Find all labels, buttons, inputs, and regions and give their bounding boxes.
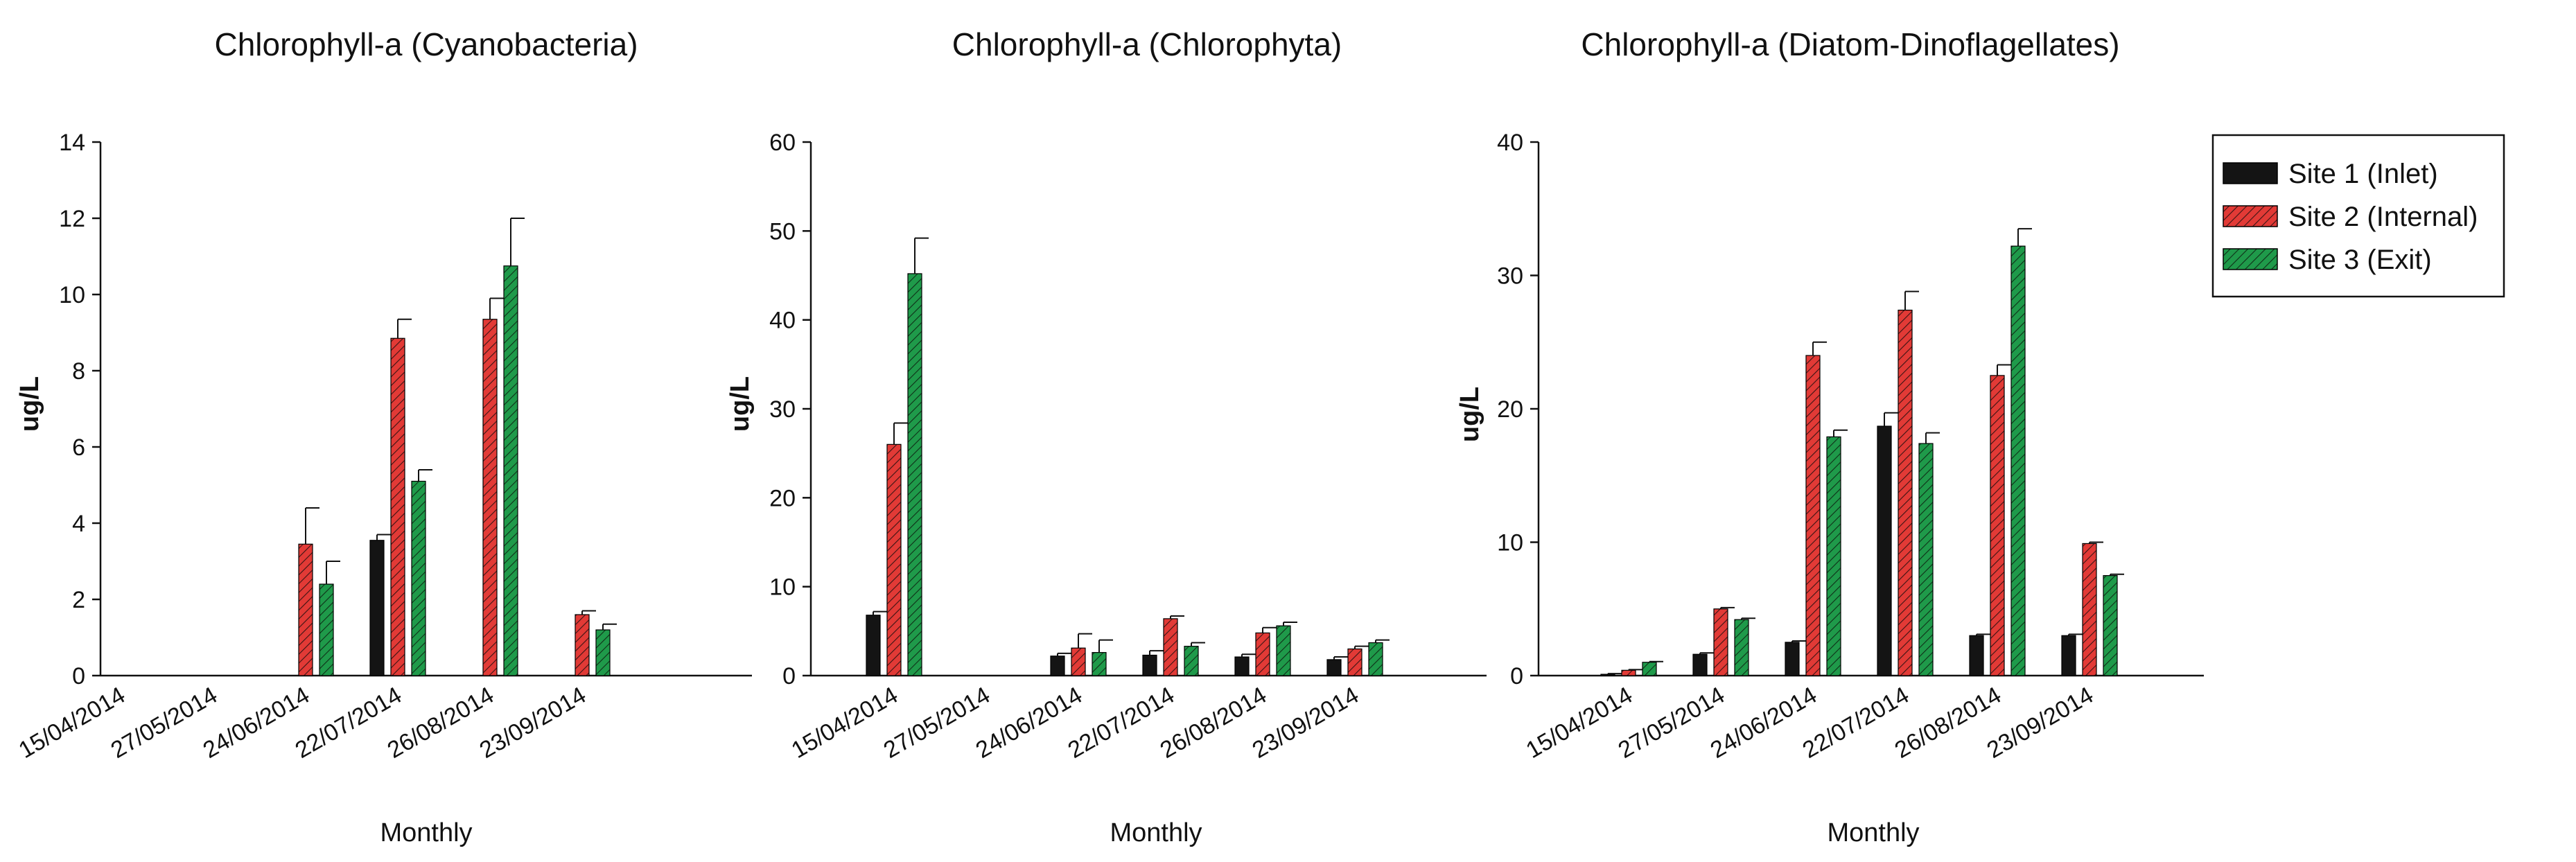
legend-entry-site-1: Site 1 (Inlet)	[2223, 159, 2438, 189]
y-axis-label: ug/L	[1455, 387, 1484, 442]
bar-3-26-08-2014	[2010, 245, 2026, 676]
bar-2-26-08-2014	[1255, 632, 1270, 676]
bar-1-15-04-2014	[1600, 674, 1615, 676]
y-tick-label: 60	[769, 130, 796, 156]
bar-1-23-09-2014	[1326, 659, 1342, 676]
legend-entry-site-2: Site 2 (Internal)	[2223, 202, 2478, 232]
bar-3-23-09-2014	[2103, 575, 2118, 676]
bar-3-23-09-2014	[595, 629, 611, 676]
bar-1-22-07-2014	[1877, 425, 1892, 676]
y-tick-label: 8	[72, 358, 85, 385]
x-tick-label: 23/09/2014	[1248, 682, 1363, 764]
y-tick-label: 30	[769, 396, 796, 423]
chart-title: Chlorophyll-a (Diatom-Dinoflagellates)	[1581, 26, 2119, 62]
plot-area: 0246810121415/04/201427/05/201424/06/201…	[15, 130, 752, 764]
legend-swatch-site-3	[2223, 248, 2278, 270]
x-axis-label: Monthly	[1110, 818, 1202, 847]
bar-1-24-06-2014	[1050, 656, 1065, 676]
legend-swatch-site-2	[2223, 205, 2278, 227]
bar-2-27-05-2014	[1713, 608, 1728, 676]
bar-2-15-04-2014	[886, 443, 902, 676]
bar-2-24-06-2014	[1805, 355, 1821, 676]
chart-panel-chlorophyta: Chlorophyll-a (Chlorophyta) ug/L Monthly…	[726, 26, 1487, 847]
chart-panel-cyanobacteria: Chlorophyll-a (Cyanobacteria) ug/L Month…	[15, 26, 752, 847]
bar-2-24-06-2014	[298, 543, 313, 676]
y-tick-label: 14	[59, 130, 85, 156]
bar-3-24-06-2014	[1826, 436, 1841, 676]
bar-3-27-05-2014	[1734, 619, 1749, 676]
bar-2-23-09-2014	[1347, 648, 1363, 676]
bar-2-22-07-2014	[1898, 309, 1913, 676]
y-tick-label: 2	[72, 587, 85, 613]
y-tick-label: 0	[782, 663, 796, 689]
bar-3-15-04-2014	[1642, 662, 1657, 676]
bar-2-15-04-2014	[1621, 669, 1636, 676]
legend-label-site-1: Site 1 (Inlet)	[2288, 159, 2438, 189]
y-tick-label: 12	[59, 206, 85, 232]
chart-title: Chlorophyll-a (Chlorophyta)	[952, 26, 1342, 62]
legend-label-site-3: Site 3 (Exit)	[2288, 245, 2432, 275]
y-tick-label: 40	[1497, 130, 1523, 156]
bar-1-22-07-2014	[369, 540, 385, 676]
bar-1-26-08-2014	[1234, 656, 1250, 676]
y-tick-label: 20	[769, 485, 796, 511]
bar-3-26-08-2014	[1276, 625, 1291, 676]
bar-1-26-08-2014	[1969, 635, 1984, 676]
y-tick-label: 4	[72, 511, 85, 537]
y-tick-label: 6	[72, 434, 85, 461]
bar-2-23-09-2014	[2082, 543, 2097, 676]
chart-panel-diatom-dinoflagellates: Chlorophyll-a (Diatom-Dinoflagellates) u…	[1455, 26, 2204, 847]
bar-1-23-09-2014	[2061, 635, 2076, 676]
plot-area: 01020304015/04/201427/05/201424/06/20142…	[1497, 130, 2204, 764]
y-tick-label: 20	[1497, 396, 1523, 423]
y-tick-label: 50	[769, 218, 796, 245]
plot-area: 010203040506015/04/201427/05/201424/06/2…	[769, 130, 1487, 764]
bar-1-15-04-2014	[866, 615, 881, 676]
bar-1-22-07-2014	[1142, 654, 1157, 676]
y-tick-label: 30	[1497, 263, 1523, 290]
bar-3-22-07-2014	[1918, 443, 1934, 676]
x-axis-label: Monthly	[380, 818, 472, 847]
bar-1-24-06-2014	[1785, 642, 1800, 676]
bar-2-22-07-2014	[390, 337, 405, 676]
bar-2-26-08-2014	[482, 319, 498, 676]
y-tick-label: 40	[769, 308, 796, 334]
x-axis-label: Monthly	[1827, 818, 1919, 847]
y-tick-label: 10	[59, 282, 85, 308]
x-tick-label: 23/09/2014	[1983, 682, 2098, 764]
y-axis-label: ug/L	[726, 376, 755, 432]
chart-title: Chlorophyll-a (Cyanobacteria)	[214, 26, 638, 62]
y-tick-label: 0	[72, 663, 85, 689]
bar-2-23-09-2014	[575, 614, 590, 676]
y-tick-label: 0	[1510, 663, 1523, 689]
bar-2-26-08-2014	[1990, 375, 2005, 676]
y-axis-label: ug/L	[15, 376, 44, 432]
bar-3-15-04-2014	[907, 273, 922, 676]
bar-2-22-07-2014	[1163, 618, 1178, 676]
legend-label-site-2: Site 2 (Internal)	[2288, 202, 2478, 232]
x-tick-label: 23/09/2014	[475, 682, 590, 764]
y-tick-label: 10	[1497, 530, 1523, 556]
bar-3-23-09-2014	[1368, 642, 1383, 676]
legend-swatch-site-1	[2223, 162, 2278, 184]
bar-3-22-07-2014	[1184, 646, 1199, 676]
bar-2-24-06-2014	[1071, 647, 1086, 676]
legend-entry-site-3: Site 3 (Exit)	[2223, 245, 2432, 275]
bar-1-27-05-2014	[1692, 653, 1708, 676]
bar-3-24-06-2014	[1092, 652, 1107, 676]
bar-3-22-07-2014	[411, 480, 426, 676]
bar-3-26-08-2014	[503, 265, 518, 676]
bar-3-24-06-2014	[319, 583, 334, 676]
y-tick-label: 10	[769, 574, 796, 601]
legend: Site 1 (Inlet) Site 2 (Internal) Site 3 …	[2211, 134, 2505, 298]
